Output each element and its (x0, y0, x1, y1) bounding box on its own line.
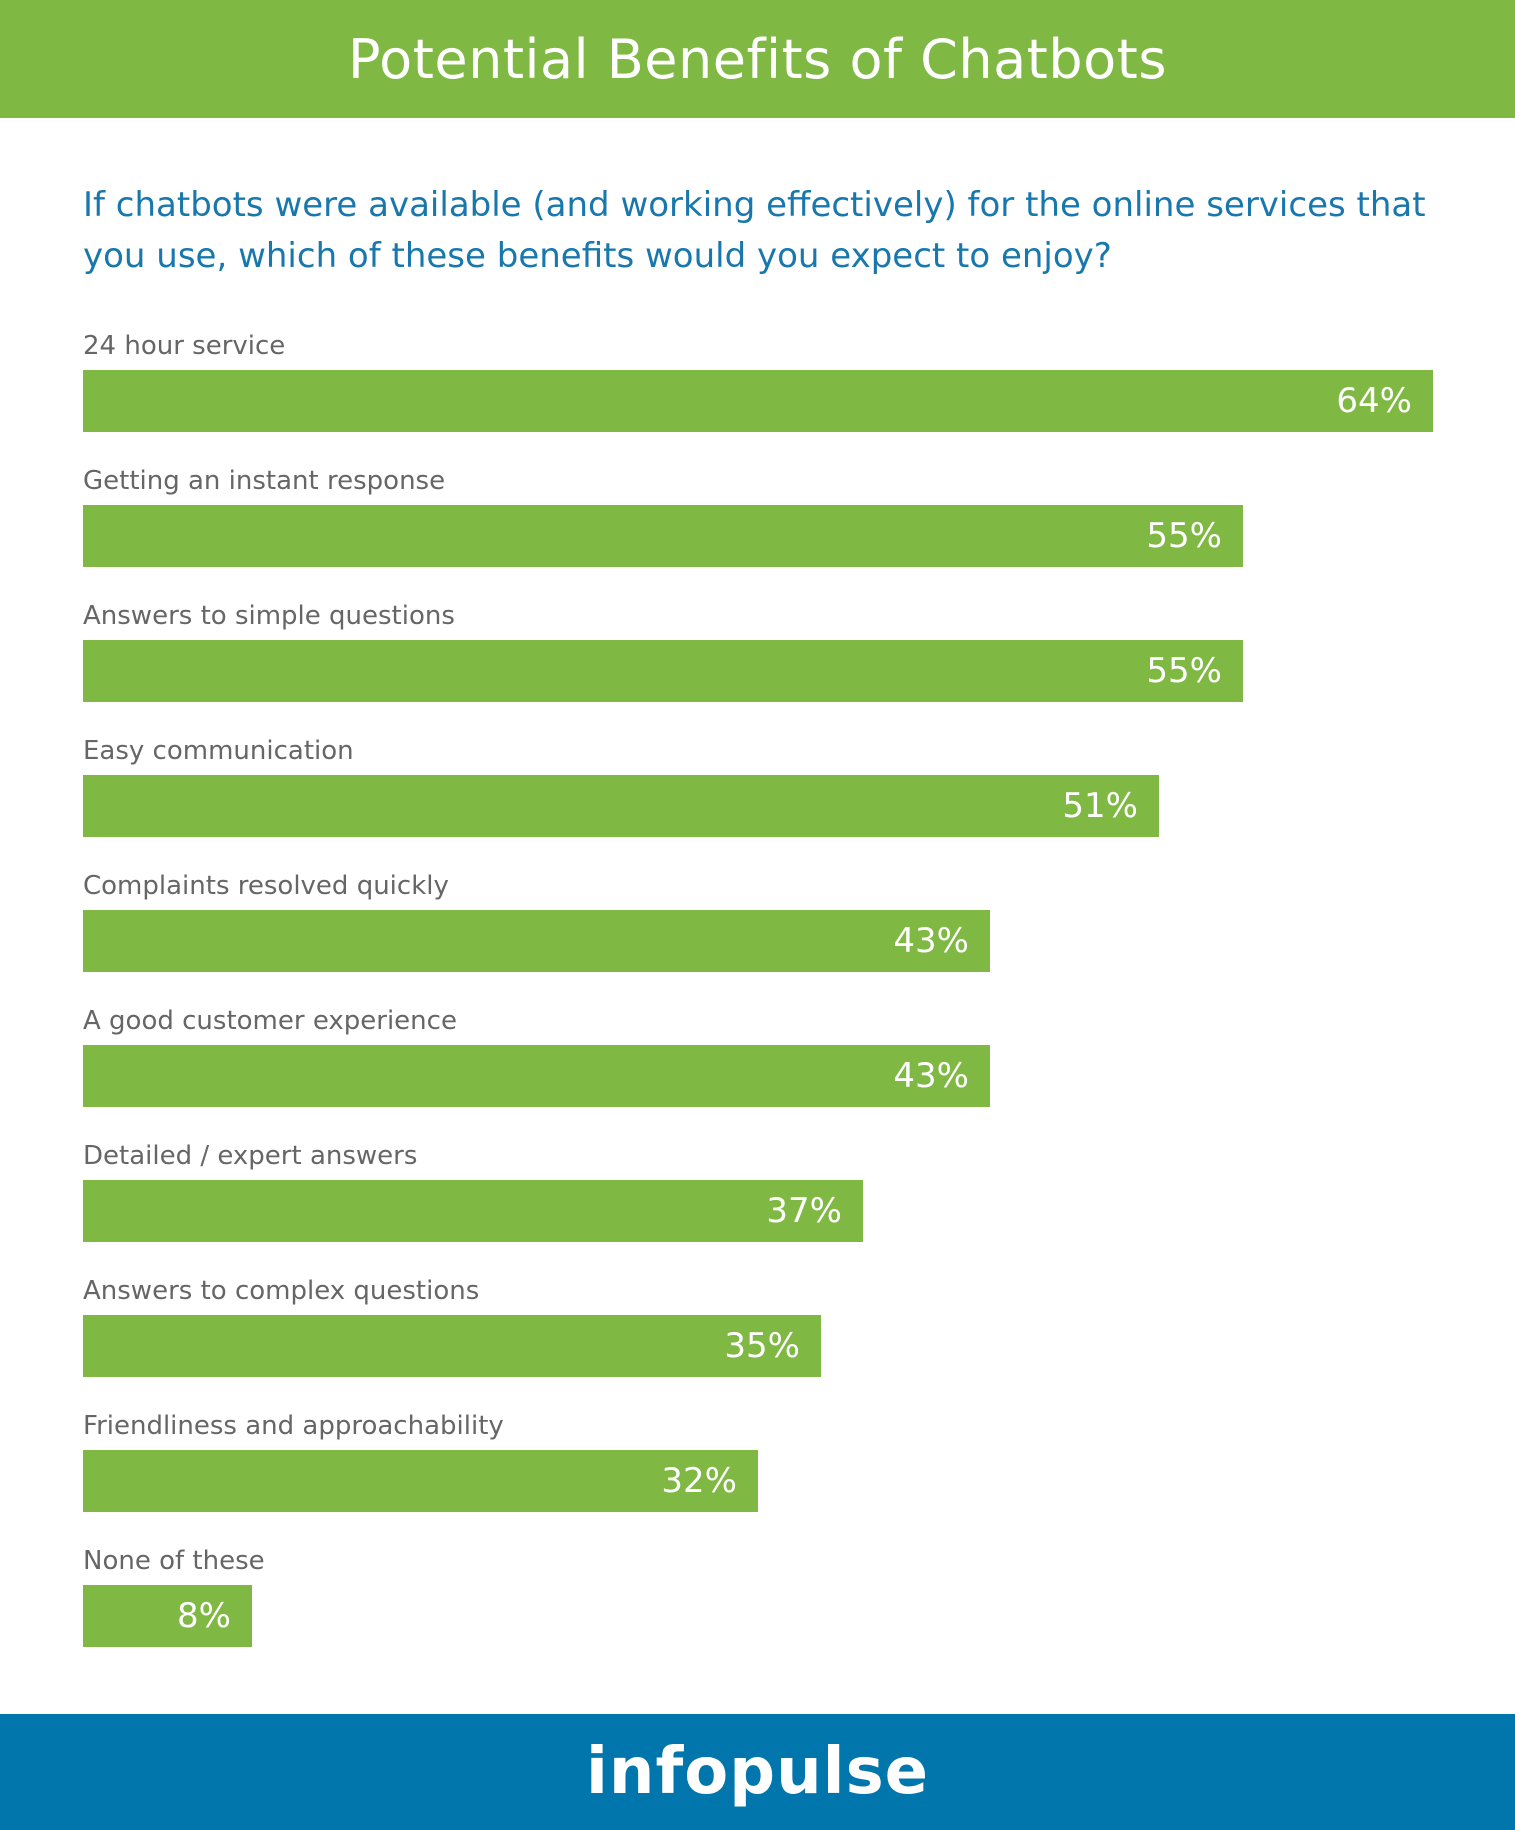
bar-value-label: 51% (1062, 786, 1138, 826)
bar-value-label: 37% (766, 1191, 842, 1231)
bar-value-label: 35% (724, 1326, 800, 1366)
header-banner: Potential Benefits of Chatbots (0, 0, 1515, 118)
bar: 37% (83, 1180, 863, 1242)
bar-label: Detailed / expert answers (83, 1141, 418, 1171)
bar: 35% (83, 1315, 821, 1377)
chart-question: If chatbots were available (and working … (83, 185, 1426, 276)
bar-label: Answers to complex questions (83, 1276, 480, 1306)
bar-value-label: 55% (1146, 651, 1222, 691)
bar: 43% (83, 910, 990, 972)
infopulse-logo: infopulse (585, 1735, 930, 1809)
footer-banner: infopulse (0, 1714, 1515, 1830)
bar-value-label: 32% (661, 1461, 737, 1501)
bar: 51% (83, 775, 1159, 837)
bar: 55% (83, 640, 1243, 702)
bar-label: Friendliness and approachability (83, 1411, 504, 1441)
bar-value-label: 43% (893, 1056, 969, 1096)
bar-value-label: 43% (893, 921, 969, 961)
bar-label: Answers to simple questions (83, 601, 455, 631)
bar-value-label: 8% (177, 1596, 231, 1636)
bar-label: Complaints resolved quickly (83, 871, 449, 901)
bar: 43% (83, 1045, 990, 1107)
bar-label: Getting an instant response (83, 466, 446, 496)
bar-label: None of these (83, 1546, 265, 1576)
bar-label: Easy communication (83, 736, 354, 766)
bar: 64% (83, 370, 1433, 432)
bar: 32% (83, 1450, 758, 1512)
bar: 8% (83, 1585, 252, 1647)
bar-label: 24 hour service (83, 331, 286, 361)
bar-label: A good customer experience (83, 1006, 457, 1036)
bar: 55% (83, 505, 1243, 567)
bar-value-label: 64% (1336, 381, 1412, 421)
page-title: Potential Benefits of Chatbots (348, 27, 1167, 91)
bar-value-label: 55% (1146, 516, 1222, 556)
